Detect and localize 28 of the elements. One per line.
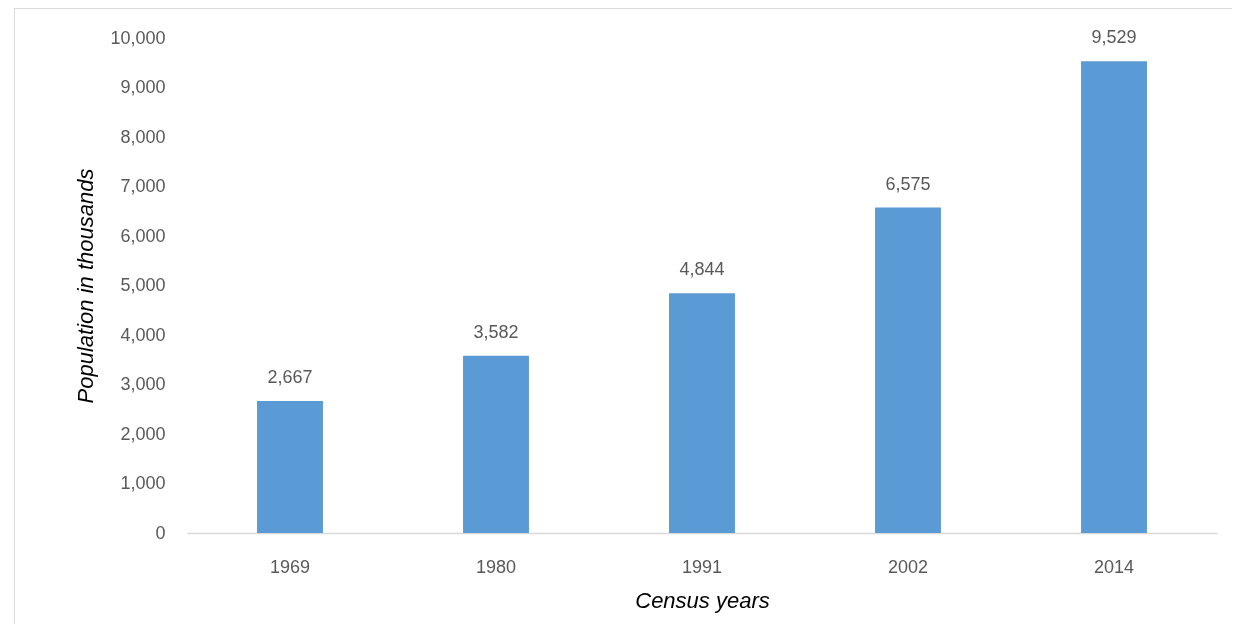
bar xyxy=(1081,61,1147,533)
x-tick-label: 1991 xyxy=(681,556,723,577)
y-tick-label: 10,000 xyxy=(110,27,166,48)
y-tick-label: 8,000 xyxy=(120,126,166,147)
x-tick-label: 2002 xyxy=(887,556,929,577)
y-tick-label: 6,000 xyxy=(120,225,166,246)
y-tick-label: 9,000 xyxy=(120,77,166,97)
x-tick-label: 2014 xyxy=(1093,556,1135,577)
y-tick-label: 3,000 xyxy=(120,374,166,394)
bar xyxy=(669,293,735,533)
y-tick-label: 0 xyxy=(155,522,166,543)
y-tick-label: 7,000 xyxy=(120,176,166,196)
data-label: 6,575 xyxy=(885,173,931,194)
x-tick-label: 1980 xyxy=(475,556,517,577)
y-tick-label: 1,000 xyxy=(120,473,166,493)
y-axis-title: Population in thousands xyxy=(73,168,99,404)
data-label: 2,667 xyxy=(267,366,313,387)
x-axis-title: Census years xyxy=(635,587,770,613)
data-label: 9,529 xyxy=(1091,27,1137,48)
bar xyxy=(257,400,323,533)
bar xyxy=(463,355,529,533)
y-tick-label: 2,000 xyxy=(120,423,166,444)
bar xyxy=(875,207,941,533)
y-tick-label: 4,000 xyxy=(120,324,166,345)
data-label: 4,844 xyxy=(679,259,725,280)
data-label: 3,582 xyxy=(473,321,519,342)
y-tick-label: 5,000 xyxy=(120,275,166,295)
x-tick-label: 1969 xyxy=(269,556,311,577)
